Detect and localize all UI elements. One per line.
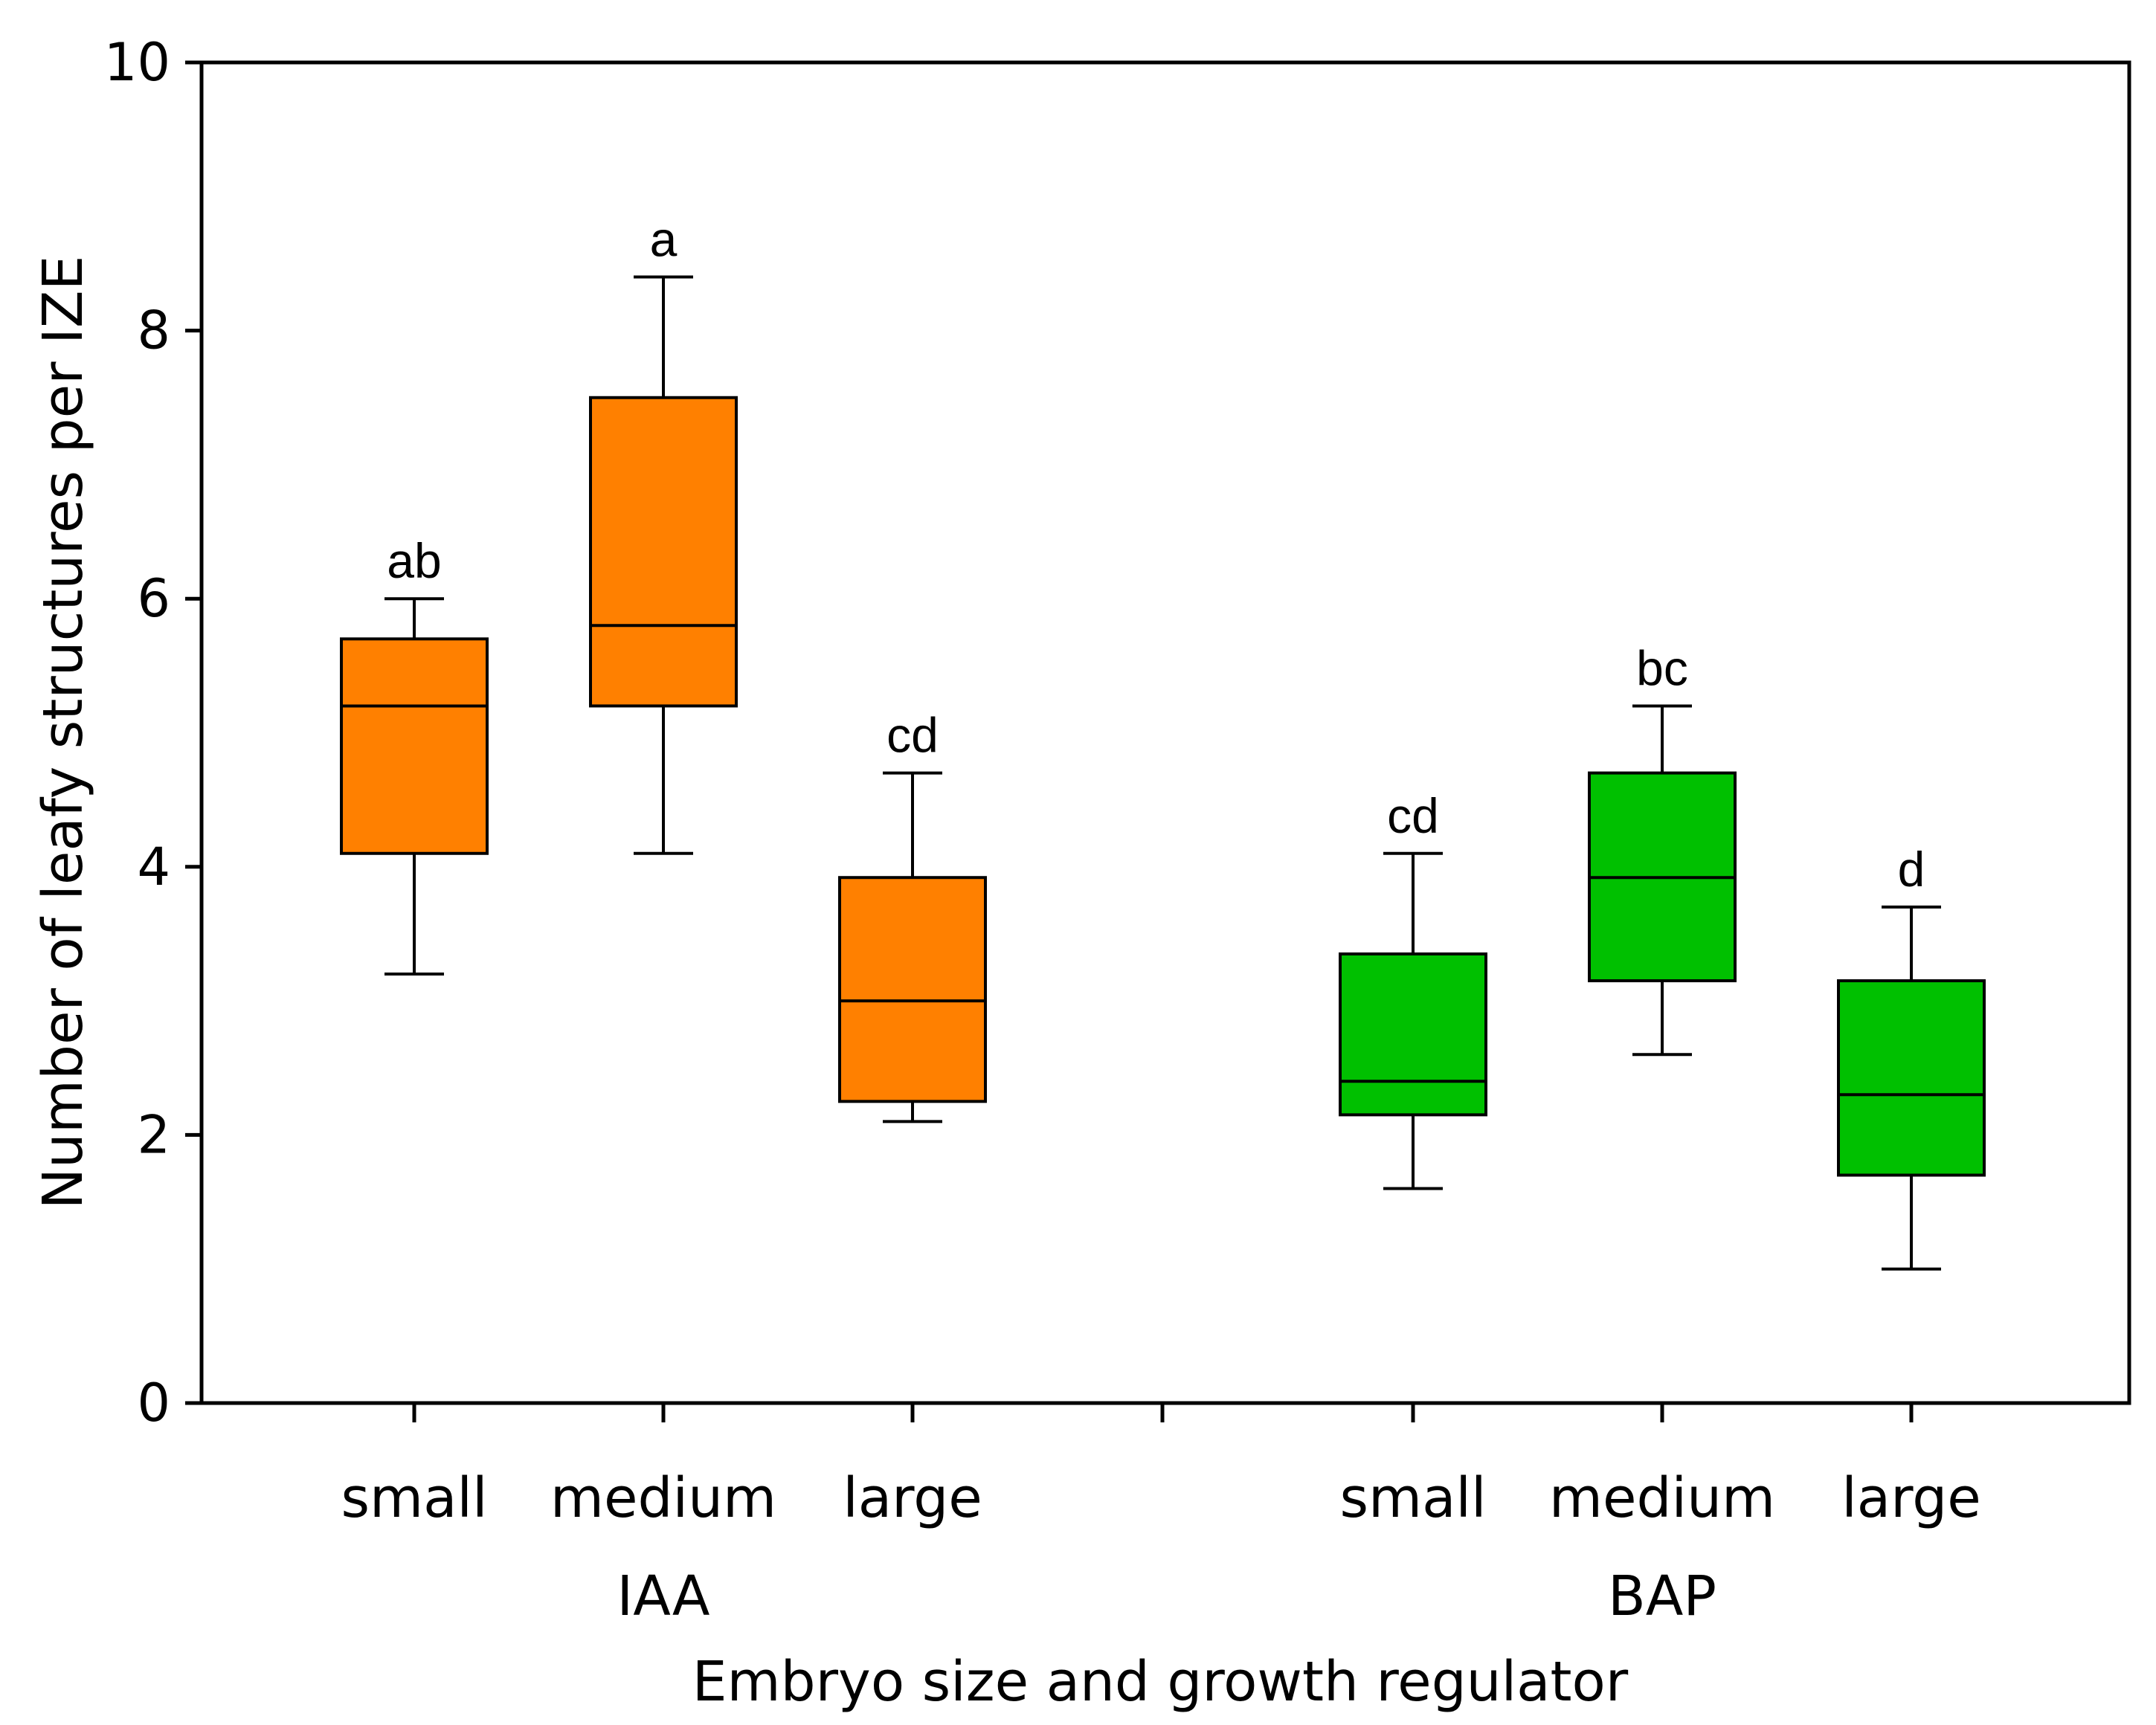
significance-letter: d	[1898, 842, 1925, 897]
y-tick-label: 6	[137, 568, 170, 629]
box-iqr	[838, 876, 987, 1103]
x-axis-title: Embryo size and growth regulator	[692, 1650, 1629, 1714]
box-iqr	[1837, 979, 1986, 1177]
y-tick-label: 2	[137, 1104, 170, 1165]
x-category-label: medium	[1549, 1466, 1775, 1530]
significance-letter: a	[650, 211, 678, 266]
y-tick-label: 8	[137, 300, 170, 361]
box-iaa-medium: a	[589, 211, 738, 855]
box-iqr	[589, 396, 738, 708]
box-iaa-large: cd	[838, 708, 987, 1123]
y-tick-label: 4	[137, 836, 170, 897]
y-axis: 0 2 4 6 8 10	[104, 32, 202, 1434]
x-axis: small medium large small medium large IAA BAP	[341, 1403, 1981, 1628]
box-iaa-small: ab	[340, 533, 489, 976]
x-category-label: large	[1841, 1466, 1981, 1530]
y-tick-label: 10	[104, 32, 170, 93]
x-group-label: IAA	[617, 1564, 710, 1628]
x-category-label: medium	[550, 1466, 776, 1530]
plot-frame	[199, 60, 2131, 1405]
x-category-label: small	[341, 1466, 487, 1530]
box-iqr	[1339, 952, 1487, 1117]
box-iqr	[340, 637, 489, 855]
x-category-label: small	[1339, 1466, 1486, 1530]
y-tick-label: 0	[137, 1373, 170, 1434]
significance-letter: bc	[1636, 640, 1688, 695]
x-category-label: large	[843, 1466, 982, 1530]
significance-letter: cd	[1387, 788, 1439, 843]
significance-letter: ab	[387, 533, 441, 588]
box-series: ab a cd cd bc d	[340, 211, 1986, 1271]
box-bap-medium: bc	[1588, 640, 1737, 1057]
x-group-label: BAP	[1608, 1564, 1716, 1628]
significance-letter: cd	[886, 708, 939, 763]
box-bap-large: d	[1837, 842, 1986, 1271]
box-bap-small: cd	[1339, 788, 1487, 1190]
y-axis-title: Number of leafy structures per IZE	[31, 256, 95, 1210]
